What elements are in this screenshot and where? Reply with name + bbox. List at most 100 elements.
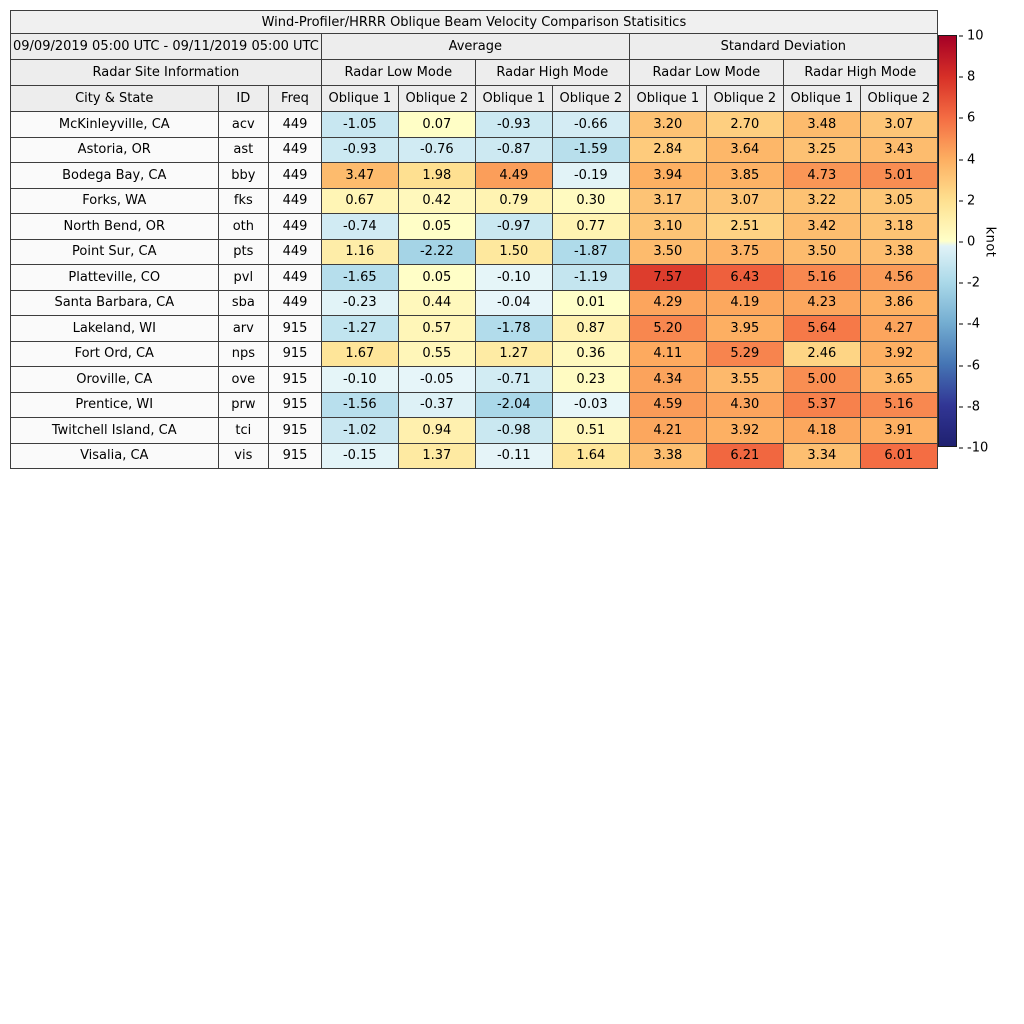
value-cell: 1.27 [474, 340, 553, 367]
value-cell: -2.22 [397, 238, 476, 265]
tick-mark [959, 282, 963, 284]
site-info-header: Radar Site Information [10, 59, 322, 86]
city-cell: Oroville, CA [10, 366, 219, 393]
value-cell: -0.93 [320, 136, 399, 163]
value-cell: -0.10 [320, 366, 399, 393]
date-range: 09/09/2019 05:00 UTC - 09/11/2019 05:00 … [10, 33, 322, 60]
city-cell: Prentice, WI [10, 391, 219, 418]
value-cell: 3.07 [705, 187, 784, 214]
tick-mark [959, 35, 963, 37]
value-cell: 4.19 [705, 289, 784, 316]
tick-mark [959, 406, 963, 408]
site-id-cell: bby [217, 162, 270, 189]
col-header-id: ID [217, 85, 270, 112]
site-id-cell: arv [217, 315, 270, 342]
value-cell: 4.59 [628, 391, 707, 418]
value-cell: 0.23 [551, 366, 630, 393]
colorbar-tick: 10 [959, 30, 984, 43]
col-header-oblique: Oblique 1 [474, 85, 553, 112]
value-cell: 2.84 [628, 136, 707, 163]
freq-cell: 915 [268, 366, 322, 393]
value-cell: 1.16 [320, 238, 399, 265]
freq-cell: 449 [268, 162, 322, 189]
value-cell: -1.87 [551, 238, 630, 265]
colorbar-tick: 0 [959, 236, 975, 249]
value-cell: -0.97 [474, 213, 553, 240]
colorbar-tick: 6 [959, 112, 975, 125]
value-cell: -0.76 [397, 136, 476, 163]
value-cell: 3.92 [859, 340, 938, 367]
tick-label: 8 [967, 69, 976, 85]
col-header-city: City & State [10, 85, 219, 112]
value-cell: -1.56 [320, 391, 399, 418]
freq-cell: 449 [268, 187, 322, 214]
value-cell: 4.56 [859, 264, 938, 291]
freq-cell: 915 [268, 442, 322, 469]
value-cell: 3.48 [782, 111, 861, 138]
value-cell: 5.20 [628, 315, 707, 342]
colorbar-tick: -4 [959, 318, 980, 331]
value-cell: 3.94 [628, 162, 707, 189]
value-cell: 6.01 [859, 442, 938, 469]
value-cell: 4.29 [628, 289, 707, 316]
value-cell: -0.66 [551, 111, 630, 138]
colorbar: 10 8 6 4 2 0 -2 -4 -6 -8 -10 knot [938, 30, 1024, 455]
city-cell: Lakeland, WI [10, 315, 219, 342]
table-row: Astoria, OR ast 449 -0.93 -0.76 -0.87 -1.59 2.8… [10, 136, 938, 163]
tick-mark [959, 200, 963, 202]
value-cell: -0.87 [474, 136, 553, 163]
city-cell: Forks, WA [10, 187, 219, 214]
value-cell: 3.05 [859, 187, 938, 214]
value-cell: 6.43 [705, 264, 784, 291]
value-cell: 4.23 [782, 289, 861, 316]
column-header-row: City & State ID Freq Oblique 1 Oblique 2… [10, 85, 938, 112]
value-cell: 7.57 [628, 264, 707, 291]
tick-label: -8 [967, 399, 980, 415]
title-row: Wind-Profiler/HRRR Oblique Beam Velocity… [10, 10, 938, 34]
value-cell: 0.44 [397, 289, 476, 316]
value-cell: 0.01 [551, 289, 630, 316]
site-id-cell: tci [217, 417, 270, 444]
value-cell: -2.04 [474, 391, 553, 418]
table-row: Lakeland, WI arv 915 -1.27 0.57 -1.78 0.87 5.20… [10, 315, 938, 342]
value-cell: -0.04 [474, 289, 553, 316]
value-cell: 4.21 [628, 417, 707, 444]
colorbar-tick: 4 [959, 153, 975, 166]
value-cell: -0.19 [551, 162, 630, 189]
site-id-cell: oth [217, 213, 270, 240]
table-row: McKinleyville, CA acv 449 -1.05 0.07 -0.93 -0.… [10, 111, 938, 138]
colorbar-tick: -2 [959, 277, 980, 290]
value-cell: 4.73 [782, 162, 861, 189]
stats-table: Wind-Profiler/HRRR Oblique Beam Velocity… [10, 10, 938, 469]
colorbar-axis-label: knot [982, 226, 998, 258]
value-cell: -0.11 [474, 442, 553, 469]
tick-label: -4 [967, 316, 980, 332]
site-id-cell: prw [217, 391, 270, 418]
value-cell: 2.70 [705, 111, 784, 138]
tick-mark [959, 159, 963, 161]
value-cell: 3.38 [859, 238, 938, 265]
value-cell: 5.29 [705, 340, 784, 367]
tick-label: -2 [967, 275, 980, 291]
value-cell: -1.59 [551, 136, 630, 163]
value-cell: 4.18 [782, 417, 861, 444]
freq-cell: 449 [268, 213, 322, 240]
value-cell: 0.05 [397, 264, 476, 291]
tick-mark [959, 117, 963, 119]
tick-mark [959, 447, 963, 449]
value-cell: -1.78 [474, 315, 553, 342]
table-row: Prentice, WI prw 915 -1.56 -0.37 -2.04 -0.03 4.… [10, 391, 938, 418]
table-row: North Bend, OR oth 449 -0.74 0.05 -0.97 0.77 3.… [10, 213, 938, 240]
value-cell: -0.15 [320, 442, 399, 469]
city-cell: Santa Barbara, CA [10, 289, 219, 316]
value-cell: -1.19 [551, 264, 630, 291]
value-cell: 0.07 [397, 111, 476, 138]
value-cell: 3.64 [705, 136, 784, 163]
table-title: Wind-Profiler/HRRR Oblique Beam Velocity… [10, 10, 938, 34]
tick-label: 6 [967, 110, 976, 126]
colorbar-tick: -8 [959, 400, 980, 413]
city-cell: Astoria, OR [10, 136, 219, 163]
col-header-oblique: Oblique 2 [705, 85, 784, 112]
value-cell: 2.51 [705, 213, 784, 240]
value-cell: -0.71 [474, 366, 553, 393]
